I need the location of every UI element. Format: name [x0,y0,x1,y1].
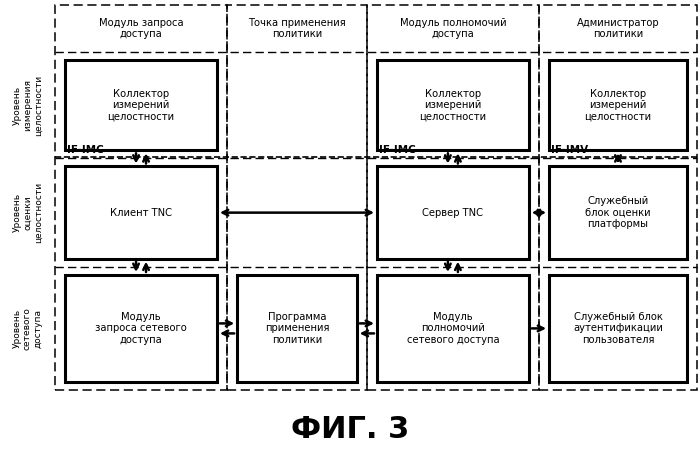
Text: ФИГ. 3: ФИГ. 3 [291,415,409,444]
Text: Сервер TNC: Сервер TNC [422,207,484,218]
Bar [65,275,217,382]
Bar [227,5,367,390]
Text: Модуль
полномочий
сетевого доступа: Модуль полномочий сетевого доступа [407,312,499,345]
Text: Служебный
блок оценки
платформы: Служебный блок оценки платформы [585,196,651,229]
Text: Программа
применения
политики: Программа применения политики [265,312,329,345]
Text: IF-IMV: IF-IMV [551,146,588,156]
Text: Уровень
оценки
целостности: Уровень оценки целостности [13,182,43,243]
Text: IF-IMC: IF-IMC [379,146,416,156]
Text: Модуль запроса
доступа: Модуль запроса доступа [99,18,183,39]
Text: Коллектор
измерений
целостности: Коллектор измерений целостности [584,89,652,122]
Text: Клиент TNC: Клиент TNC [110,207,172,218]
Text: Администратор
политики: Администратор политики [577,18,659,39]
Text: Модуль
запроса сетевого
доступа: Модуль запроса сетевого доступа [95,312,187,345]
Bar [377,60,529,151]
Bar [55,5,227,390]
Bar [367,5,539,390]
Text: Коллектор
измерений
целостности: Коллектор измерений целостности [419,89,486,122]
Text: Точка применения
политики: Точка применения политики [248,18,346,39]
Bar [539,5,697,390]
Text: Коллектор
измерений
целостности: Коллектор измерений целостности [108,89,174,122]
Bar [237,275,357,382]
Bar [377,167,529,259]
Bar [65,167,217,259]
Bar [549,167,687,259]
Bar [377,275,529,382]
Bar [549,60,687,151]
Bar [549,275,687,382]
Text: Служебный блок
аутентификации
пользователя: Служебный блок аутентификации пользовате… [573,312,663,345]
Text: Уровень
сетевого
доступа: Уровень сетевого доступа [13,307,43,350]
Text: Уровень
измерения
целостности: Уровень измерения целостности [13,75,43,136]
Text: IF-IMC: IF-IMC [67,146,104,156]
Bar [65,60,217,151]
Text: Модуль полномочий
доступа: Модуль полномочий доступа [400,18,506,39]
